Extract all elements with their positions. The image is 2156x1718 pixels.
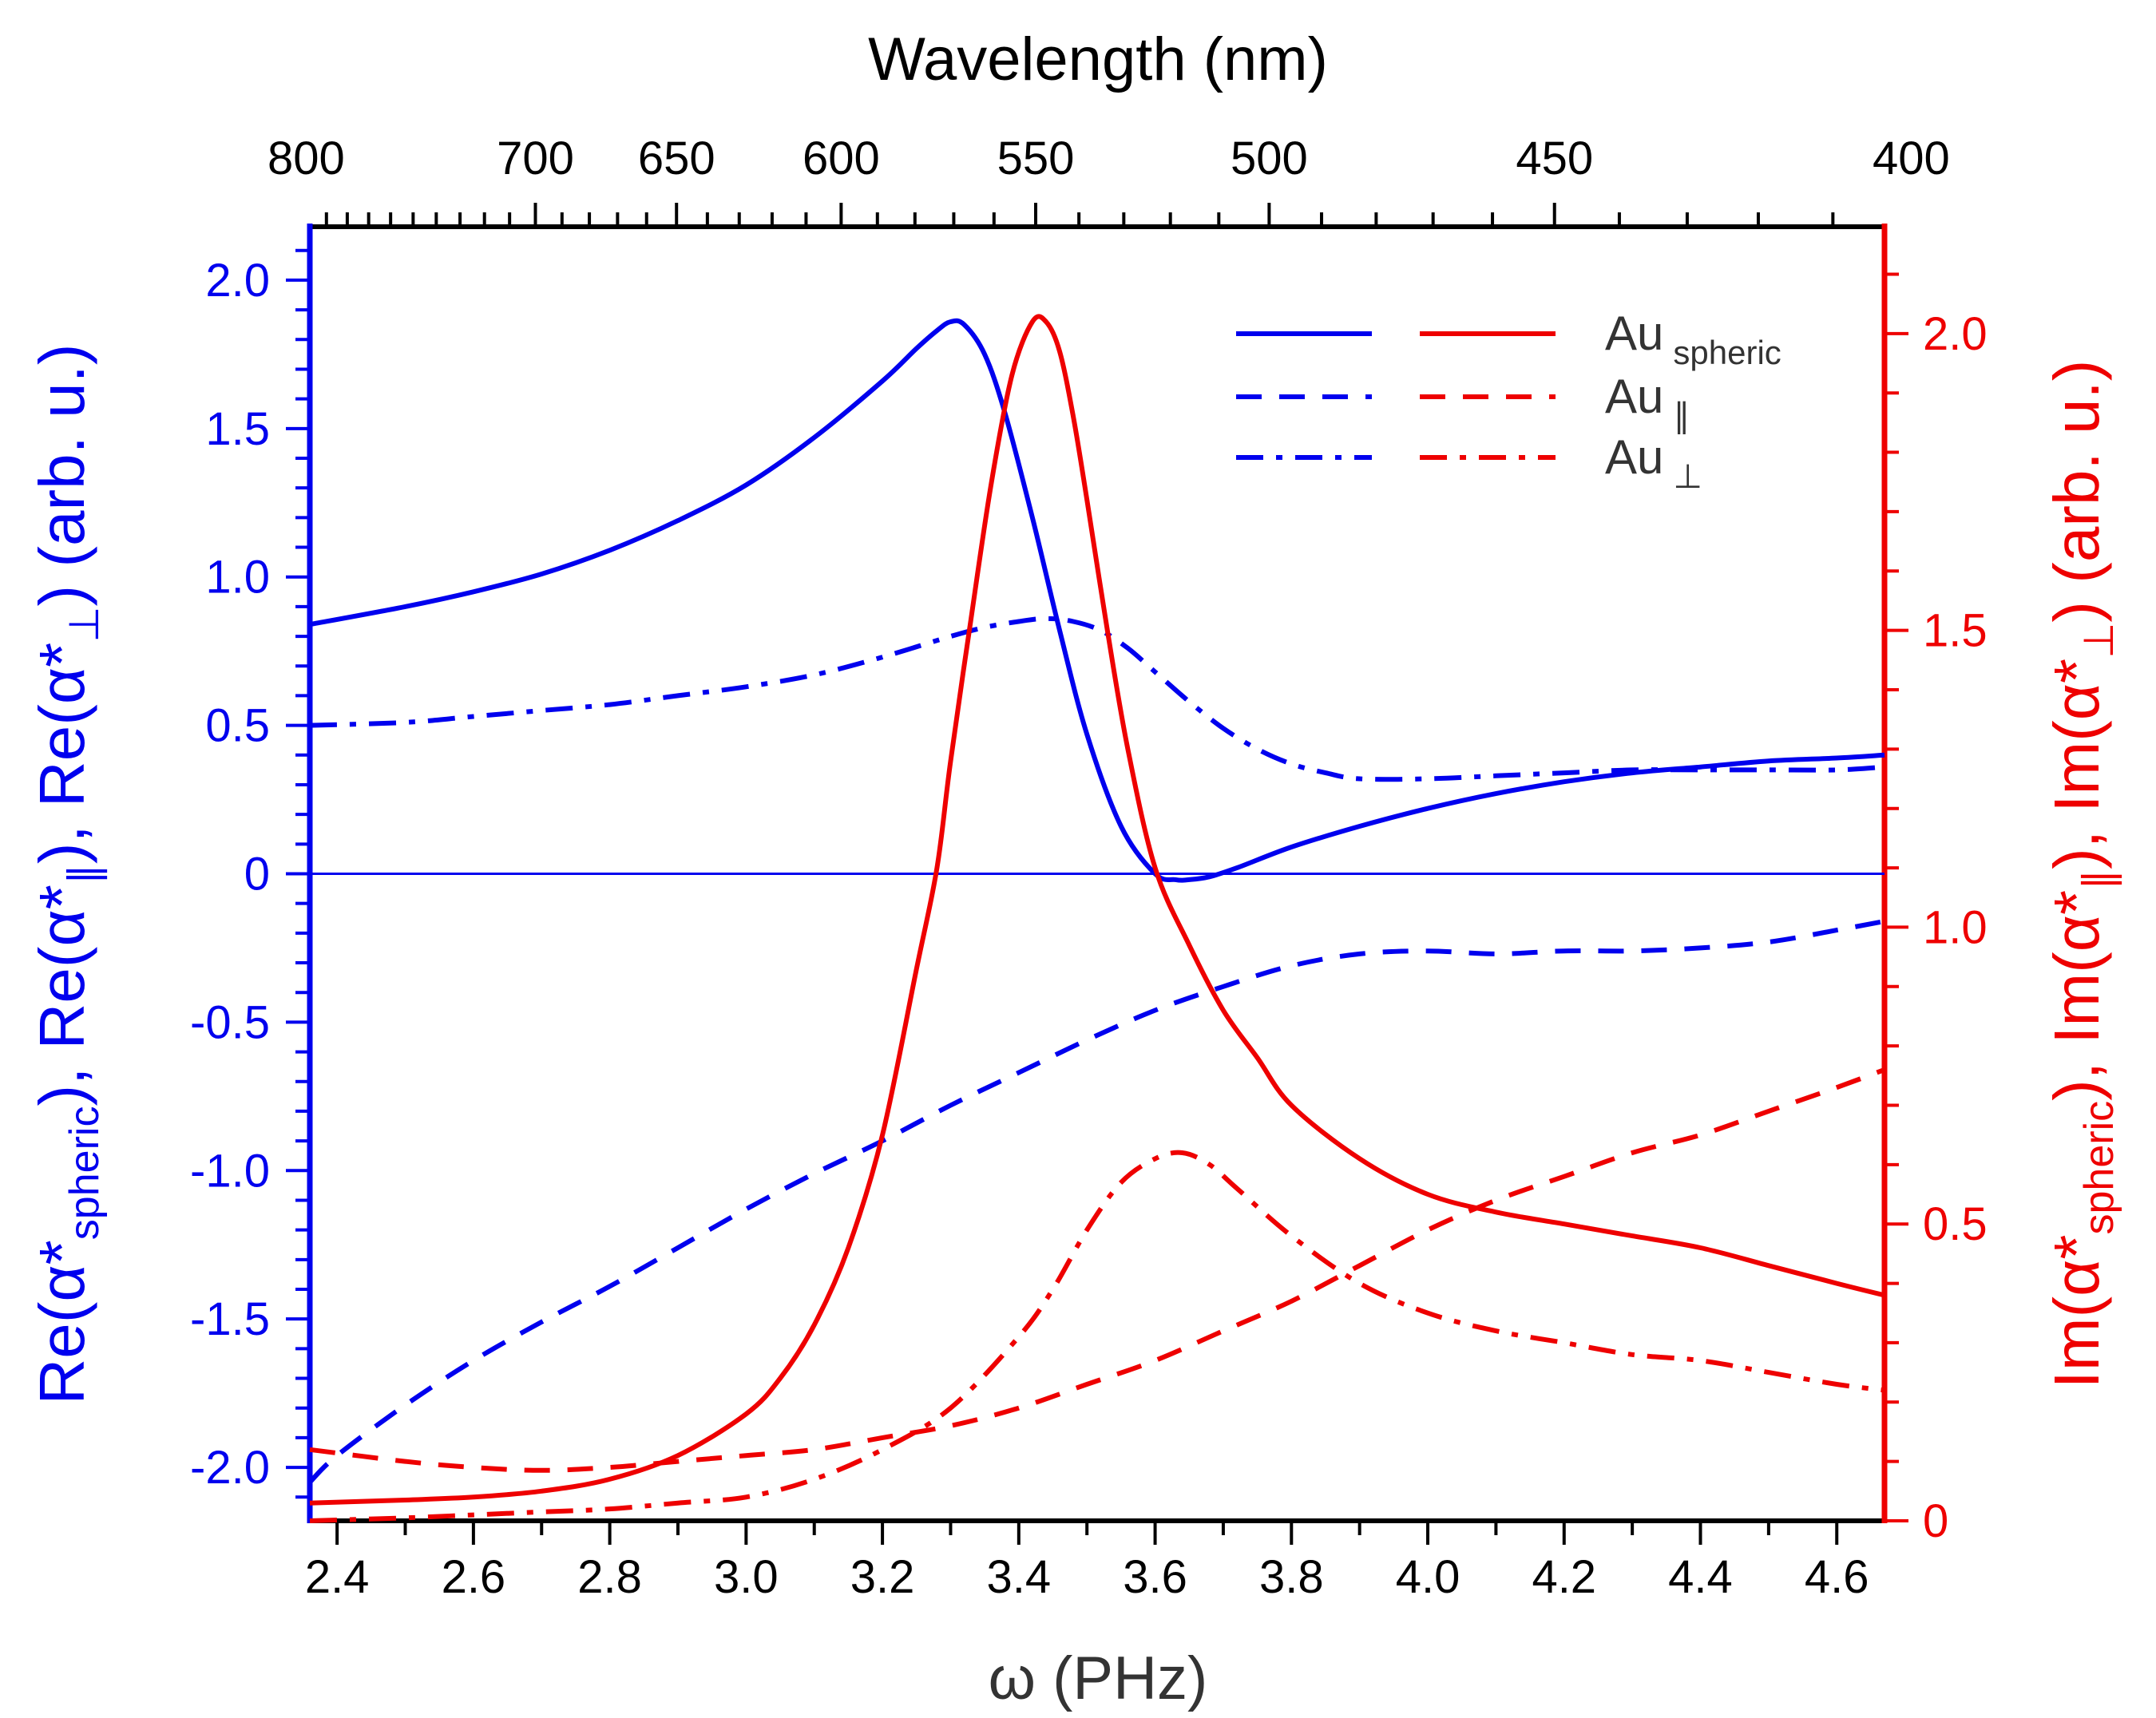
series-line-right-dashdot [309, 1150, 1885, 1523]
left-title-part: ) (arb. u.) [26, 344, 97, 607]
x-tick-label: 2.4 [305, 1551, 370, 1603]
top-tick-label: 400 [1873, 133, 1950, 184]
left-tick-label: 1.0 [205, 552, 270, 604]
left-tick-label: 2.0 [205, 255, 270, 307]
left-title-part: Re(α* [26, 1240, 97, 1404]
right-title-sub: ∥ [2076, 869, 2122, 890]
top-tick-label: 500 [1231, 133, 1308, 184]
x-tick-label: 4.0 [1396, 1551, 1460, 1603]
top-tick-label: 550 [997, 133, 1075, 184]
x-tick-label: 3.6 [1123, 1551, 1187, 1603]
top-tick-label: 600 [803, 133, 880, 184]
right-tick-label: 1.5 [1923, 605, 1988, 657]
top-tick-label: 450 [1516, 133, 1593, 184]
tick-marks [286, 203, 1908, 1545]
right-title-sub: spheric [2076, 1101, 2122, 1235]
legend-label-sub: spheric [1673, 334, 1781, 371]
x-tick-label: 4.4 [1668, 1551, 1733, 1603]
x-tick-label: 3.0 [714, 1551, 779, 1603]
top-axis-title: Wavelength (nm) [868, 26, 1328, 93]
legend-label-text: Au [1605, 370, 1663, 423]
right-tick-label: 1.0 [1923, 901, 1988, 953]
right-tick-label: 2.0 [1923, 308, 1988, 360]
top-tick-label: 650 [638, 133, 715, 184]
left-title-sub: ∥ [61, 864, 108, 885]
right-title-part: Im(α* [2041, 1234, 2112, 1388]
series-layer [307, 314, 1886, 1523]
x-tick-label: 2.8 [577, 1551, 642, 1603]
left-tick-label: -1.5 [190, 1293, 270, 1345]
right-title-sub: ⊥ [2076, 623, 2122, 659]
x-tick-label: 2.6 [442, 1551, 506, 1603]
x-tick-label: 3.4 [987, 1551, 1052, 1603]
right-title-part: ) (arb. u.) [2041, 360, 2112, 623]
tick-labels: 2.4 2.6 2.8 3.0 3.2 3.4 3.6 3.8 4.0 4.2 4.4 4.6 800 7… [190, 133, 1988, 1603]
left-title-part: ), Re(α* [26, 885, 97, 1106]
left-title-sub: spheric [61, 1106, 108, 1241]
top-tick-label: 800 [268, 133, 345, 184]
series-line-right-solid [309, 314, 1885, 1506]
right-tick-label: 0.5 [1923, 1198, 1988, 1250]
left-tick-label: 0.5 [205, 700, 270, 752]
left-tick-label: 0 [244, 849, 270, 901]
legend: Au spheric Au ∥ Au ⊥ [1236, 307, 1781, 495]
series-line-left-solid [309, 318, 1885, 883]
left-axis-title: Re(α*spheric), Re(α*∥), Re(α*⊥) (arb. u.… [26, 344, 108, 1405]
right-title-part: ), Im(α* [2041, 659, 2112, 869]
x-tick-label: 3.2 [850, 1551, 915, 1603]
right-tick-label: 0 [1923, 1495, 1948, 1547]
legend-label-sub: ∥ [1673, 397, 1690, 434]
left-title-sub: ⊥ [61, 606, 108, 642]
left-tick-label: -0.5 [190, 996, 270, 1048]
x-tick-label: 4.2 [1532, 1551, 1596, 1603]
series-line-right-dashed [309, 1067, 1886, 1473]
legend-label-spheric: Au spheric [1605, 307, 1781, 371]
left-tick-label: -1.0 [190, 1145, 270, 1197]
x-tick-label: 4.6 [1805, 1551, 1869, 1603]
legend-label-text: Au [1605, 430, 1663, 484]
right-title-part: ), Im(α* [2041, 890, 2112, 1101]
left-title-part: ), Re(α* [26, 643, 97, 864]
x-tick-label: 3.8 [1259, 1551, 1324, 1603]
legend-label-parallel: Au ∥ [1605, 370, 1690, 434]
x-axis-title: ω (PHz) [989, 1645, 1208, 1712]
legend-label-perpendicular: Au ⊥ [1605, 430, 1702, 495]
left-tick-label: 1.5 [205, 403, 270, 455]
series-line-left-dashed [307, 919, 1885, 1484]
left-tick-label: -2.0 [190, 1442, 270, 1494]
top-tick-label: 700 [497, 133, 574, 184]
series-line-left-dashdot [309, 616, 1885, 782]
right-axis-title: Im(α*spheric), Im(α*∥), Im(α*⊥) (arb. u.… [2041, 360, 2122, 1389]
legend-label-sub: ⊥ [1673, 457, 1702, 495]
legend-label-text: Au [1605, 307, 1663, 360]
